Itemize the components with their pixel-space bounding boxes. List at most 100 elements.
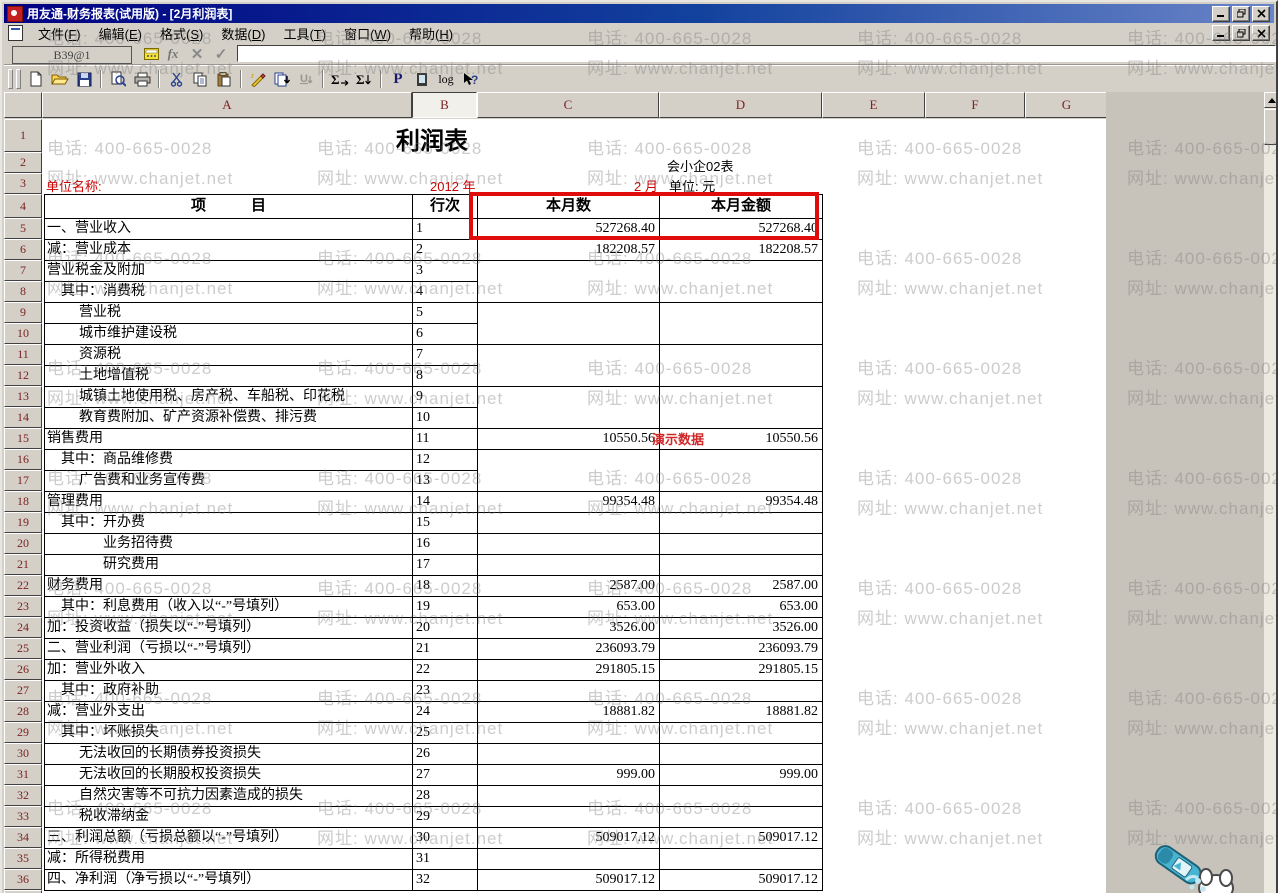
cell-month-amount[interactable] [659, 302, 822, 323]
cell-month-amount[interactable] [659, 386, 822, 407]
row-line-no[interactable]: 1 [412, 218, 477, 239]
row-header-3[interactable]: 3 [4, 173, 42, 194]
row-header-28[interactable]: 28 [4, 701, 42, 722]
row-line-no[interactable]: 16 [412, 533, 477, 554]
column-header-f[interactable]: F [925, 92, 1025, 118]
row-line-no[interactable]: 5 [412, 302, 477, 323]
cell-month-amount[interactable] [659, 344, 822, 365]
row-line-no[interactable]: 32 [412, 869, 477, 890]
format-pen-button[interactable] [247, 69, 269, 89]
row-line-no[interactable]: 29 [412, 806, 477, 827]
row-label[interactable]: 其中：坏账损失 [44, 722, 412, 743]
cell-month-count[interactable]: 182208.57 [477, 239, 659, 260]
cell-month-count[interactable] [477, 680, 659, 701]
cell-month-amount[interactable] [659, 281, 822, 302]
cell-month-amount[interactable]: 653.00 [659, 596, 822, 617]
window-restore-button[interactable] [1232, 5, 1250, 22]
row-line-no[interactable]: 26 [412, 743, 477, 764]
cell-month-count[interactable]: 10550.56 [477, 428, 659, 449]
row-line-no[interactable]: 13 [412, 470, 477, 491]
cell-month-amount[interactable] [659, 365, 822, 386]
row-label[interactable]: 其中：利息费用（收入以“-”号填列） [44, 596, 412, 617]
cell-month-amount[interactable]: 2587.00 [659, 575, 822, 596]
row-label[interactable]: 管理费用 [44, 491, 412, 512]
row-header-25[interactable]: 25 [4, 638, 42, 659]
row-label[interactable]: 营业税 [44, 302, 412, 323]
cell-month-count[interactable] [477, 470, 659, 491]
cell-month-amount[interactable] [659, 554, 822, 575]
row-label[interactable]: 税收滞纳金 [44, 806, 412, 827]
row-label[interactable]: 一、营业收入 [44, 218, 412, 239]
row-label[interactable]: 无法收回的长期债券投资损失 [44, 743, 412, 764]
cell-month-amount[interactable] [659, 722, 822, 743]
row-label[interactable]: 二、营业利润（亏损以“-”号填列） [44, 638, 412, 659]
row-line-no[interactable]: 7 [412, 344, 477, 365]
menu-f[interactable]: 文件(F) [38, 26, 81, 42]
row-line-no[interactable]: 2 [412, 239, 477, 260]
row-label[interactable]: 销售费用 [44, 428, 412, 449]
column-header-c[interactable]: C [477, 92, 659, 118]
cell-month-count[interactable]: 3526.00 [477, 617, 659, 638]
row-label[interactable]: 资源税 [44, 344, 412, 365]
sum-column-button[interactable]: Σ [353, 69, 375, 89]
keypad-icon[interactable] [142, 45, 160, 63]
cell-month-count[interactable] [477, 344, 659, 365]
row-header-2[interactable]: 2 [4, 152, 42, 173]
print-preview-button[interactable] [107, 69, 129, 89]
row-line-no[interactable]: 8 [412, 365, 477, 386]
row-header-13[interactable]: 13 [4, 386, 42, 407]
cell-month-count[interactable] [477, 365, 659, 386]
cell-month-count[interactable]: 509017.12 [477, 827, 659, 848]
row-label[interactable]: 教育费附加、矿产资源补偿费、排污费 [44, 407, 412, 428]
document-close-button[interactable] [1252, 25, 1270, 41]
row-label[interactable]: 城镇土地使用税、房产税、车船税、印花税 [44, 386, 412, 407]
cell-month-amount[interactable] [659, 449, 822, 470]
row-label[interactable]: 其中：商品维修费 [44, 449, 412, 470]
header-month-amount[interactable]: 本月金额 [659, 194, 822, 218]
toolbar-grip[interactable] [16, 69, 21, 89]
cell-month-count[interactable]: 999.00 [477, 764, 659, 785]
menu-w[interactable]: 窗口(W) [344, 26, 392, 42]
row-header-37[interactable] [4, 890, 42, 893]
row-line-no[interactable]: 20 [412, 617, 477, 638]
row-line-no[interactable]: 9 [412, 386, 477, 407]
formula-input[interactable] [237, 45, 1276, 62]
cell-month-count[interactable]: 99354.48 [477, 491, 659, 512]
menu-e[interactable]: 编辑(E) [98, 26, 142, 42]
row-label[interactable]: 广告费和业务宣传费 [44, 470, 412, 491]
menu-d[interactable]: 数据(D) [221, 26, 266, 42]
row-header-20[interactable]: 20 [4, 533, 42, 554]
row-line-no[interactable]: 6 [412, 323, 477, 344]
row-header-24[interactable]: 24 [4, 617, 42, 638]
copy-button[interactable] [189, 69, 211, 89]
cell-month-count[interactable] [477, 407, 659, 428]
row-label[interactable]: 其中：政府补助 [44, 680, 412, 701]
cell-month-amount[interactable]: 291805.15 [659, 659, 822, 680]
column-header-b[interactable]: B [412, 92, 477, 118]
cell-month-amount[interactable] [659, 533, 822, 554]
row-line-no[interactable]: 24 [412, 701, 477, 722]
cell-month-amount[interactable]: 182208.57 [659, 239, 822, 260]
cell-month-amount[interactable] [659, 848, 822, 869]
cell-month-count[interactable] [477, 806, 659, 827]
row-line-no[interactable]: 14 [412, 491, 477, 512]
row-line-no[interactable]: 31 [412, 848, 477, 869]
row-header-36[interactable]: 36 [4, 869, 42, 890]
confirm-icon[interactable]: ✓ [214, 46, 228, 63]
row-label[interactable]: 土地增值税 [44, 365, 412, 386]
row-label[interactable]: 其中：消费税 [44, 281, 412, 302]
cell-month-count[interactable]: 236093.79 [477, 638, 659, 659]
document-minimize-button[interactable] [1212, 25, 1230, 41]
cell-month-count[interactable] [477, 848, 659, 869]
header-item[interactable]: 项 目 [44, 194, 412, 218]
cell-month-count[interactable] [477, 512, 659, 533]
scrollbar-thumb[interactable] [1264, 109, 1276, 145]
corner-header-cell[interactable] [4, 92, 42, 118]
row-label[interactable]: 其中：开办费 [44, 512, 412, 533]
new-button[interactable] [25, 69, 47, 89]
cell-month-count[interactable]: 2587.00 [477, 575, 659, 596]
cell-month-count[interactable] [477, 449, 659, 470]
cell-month-count[interactable]: 291805.15 [477, 659, 659, 680]
row-header-10[interactable]: 10 [4, 323, 42, 344]
cell-month-amount[interactable] [659, 806, 822, 827]
